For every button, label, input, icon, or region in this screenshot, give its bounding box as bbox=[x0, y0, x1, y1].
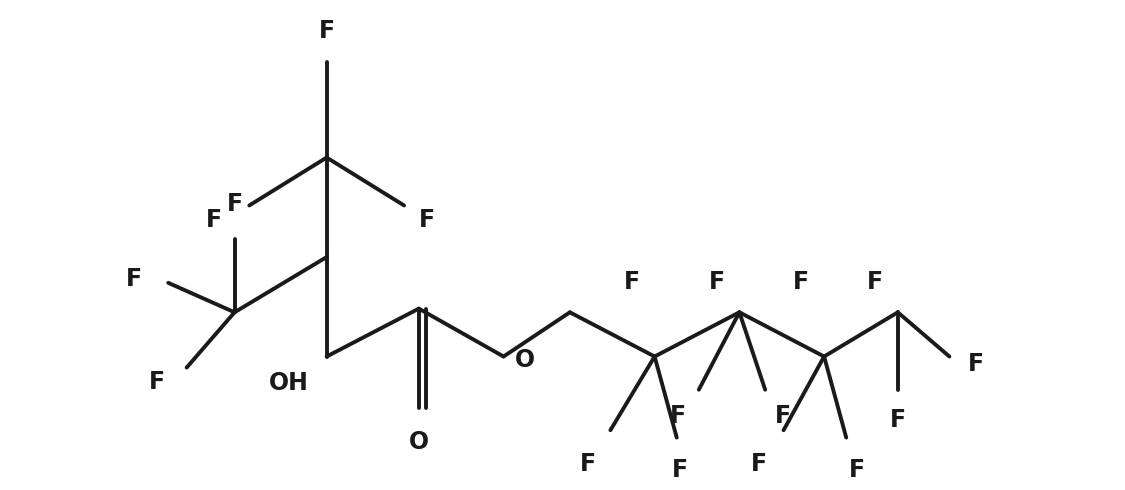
Text: F: F bbox=[867, 270, 883, 294]
Text: F: F bbox=[579, 452, 595, 476]
Text: O: O bbox=[514, 348, 534, 372]
Text: F: F bbox=[226, 193, 243, 217]
Text: F: F bbox=[968, 352, 984, 376]
Text: F: F bbox=[206, 208, 222, 232]
Text: F: F bbox=[126, 267, 143, 291]
Text: O: O bbox=[408, 430, 429, 454]
Text: F: F bbox=[418, 208, 435, 232]
Text: OH: OH bbox=[269, 371, 308, 395]
Text: F: F bbox=[318, 19, 335, 43]
Text: F: F bbox=[673, 458, 688, 482]
Text: F: F bbox=[775, 404, 791, 428]
Text: F: F bbox=[849, 458, 865, 482]
Text: F: F bbox=[709, 270, 724, 294]
Text: F: F bbox=[670, 404, 686, 428]
Text: F: F bbox=[793, 270, 809, 294]
Text: F: F bbox=[752, 452, 767, 476]
Text: F: F bbox=[148, 370, 164, 394]
Text: F: F bbox=[623, 270, 640, 294]
Text: F: F bbox=[890, 408, 906, 432]
